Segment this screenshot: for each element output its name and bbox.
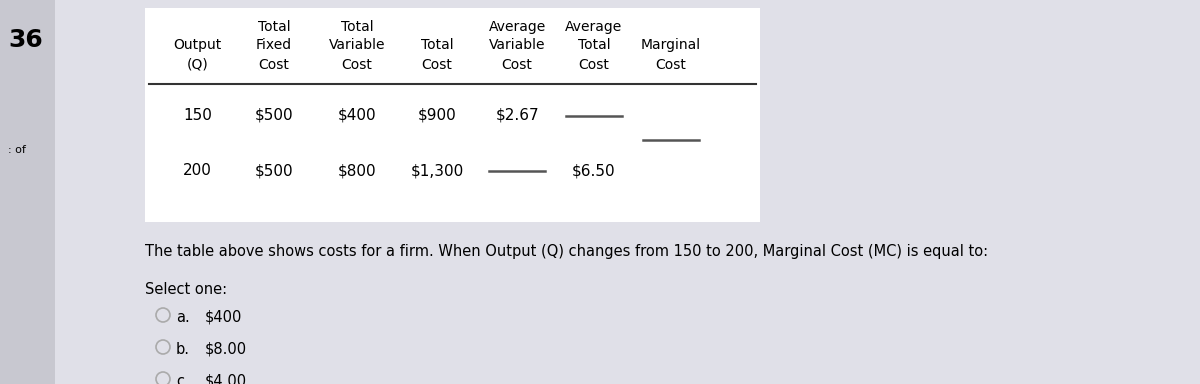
- Text: $4.00: $4.00: [205, 374, 247, 384]
- Text: $500: $500: [254, 163, 294, 178]
- Text: The table above shows costs for a firm. When Output (Q) changes from 150 to 200,: The table above shows costs for a firm. …: [145, 244, 988, 259]
- Text: Average: Average: [488, 20, 546, 34]
- Text: Cost: Cost: [578, 58, 610, 72]
- Text: (Q): (Q): [186, 58, 208, 72]
- Text: Total: Total: [577, 38, 611, 52]
- Text: a.: a.: [176, 310, 190, 325]
- Text: 36: 36: [8, 28, 43, 52]
- Text: Output: Output: [173, 38, 222, 52]
- Text: Total: Total: [258, 20, 290, 34]
- Text: $400: $400: [205, 310, 242, 325]
- Text: Cost: Cost: [342, 58, 373, 72]
- Text: Cost: Cost: [502, 58, 533, 72]
- Text: $8.00: $8.00: [205, 342, 247, 357]
- Text: Select one:: Select one:: [145, 282, 227, 297]
- Text: $900: $900: [418, 108, 456, 123]
- Text: 200: 200: [182, 163, 211, 178]
- Text: $500: $500: [254, 108, 294, 123]
- Text: Marginal: Marginal: [641, 38, 701, 52]
- Text: b.: b.: [176, 342, 190, 357]
- Text: Cost: Cost: [259, 58, 289, 72]
- Text: Total: Total: [341, 20, 373, 34]
- Text: Cost: Cost: [421, 58, 452, 72]
- Text: : of: : of: [8, 145, 26, 155]
- Text: $6.50: $6.50: [572, 163, 616, 178]
- Text: Variable: Variable: [329, 38, 385, 52]
- Text: $1,300: $1,300: [410, 163, 463, 178]
- Text: c.: c.: [176, 374, 188, 384]
- Text: Average: Average: [565, 20, 623, 34]
- Text: $800: $800: [338, 163, 377, 178]
- Text: Fixed: Fixed: [256, 38, 293, 52]
- Text: $2.67: $2.67: [496, 108, 539, 123]
- Text: Cost: Cost: [655, 58, 686, 72]
- Polygon shape: [145, 8, 760, 222]
- Polygon shape: [0, 0, 55, 384]
- Text: $400: $400: [338, 108, 377, 123]
- Text: Total: Total: [421, 38, 454, 52]
- Text: Variable: Variable: [488, 38, 545, 52]
- Text: 150: 150: [182, 108, 211, 123]
